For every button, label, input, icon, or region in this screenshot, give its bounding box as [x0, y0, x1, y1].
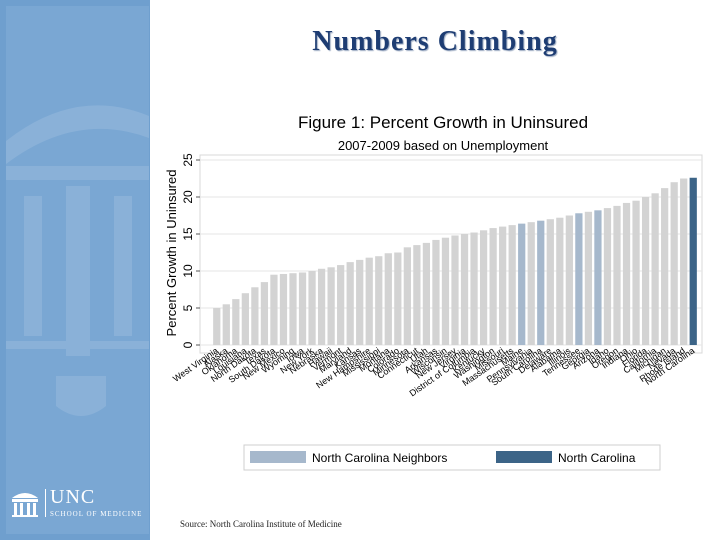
bar-maine [518, 223, 526, 345]
y-tick-label: 0 [181, 341, 195, 348]
bar-nebraska [317, 268, 326, 345]
bar-new-york [308, 271, 316, 345]
bar-new-mexico [279, 273, 288, 345]
old-well-logo-icon [12, 493, 38, 517]
bar-montana [384, 253, 392, 345]
legend-label-neighbors: North Carolina Neighbors [312, 451, 447, 465]
sidebar-background [6, 6, 149, 534]
sidebar-panel: UNC SCHOOL OF MEDICINE [0, 0, 150, 540]
y-tick-layer: 0 5 10 15 20 25 [181, 153, 200, 348]
bar-washington [489, 228, 497, 345]
bar-delaware [546, 219, 554, 345]
bar-oregon [613, 205, 621, 345]
logo-subtitle: SCHOOL OF MEDICINE [50, 510, 143, 518]
legend-swatch-north-carolina [496, 451, 552, 463]
bar-north-dakota [251, 287, 259, 345]
y-axis-label: Percent Growth in Uninsured [164, 170, 179, 337]
bar-chart: Figure 1: Percent Growth in Uninsured 20… [164, 113, 703, 471]
bar-virginia [460, 234, 469, 345]
y-tick-label: 5 [181, 304, 195, 311]
chart-title: Figure 1: Percent Growth in Uninsured [298, 113, 588, 132]
chart-container: Figure 1: Percent Growth in Uninsured 20… [160, 100, 708, 480]
legend: North Carolina Neighbors North Carolina [243, 444, 661, 471]
legend-label-north-carolina: North Carolina [558, 451, 636, 465]
source-note: Source: North Carolina Institute of Medi… [180, 519, 342, 529]
chart-subtitle: 2007-2009 based on Unemployment [338, 138, 549, 153]
bar-texas [260, 282, 269, 345]
bar-south-dakota [270, 274, 278, 345]
bar-colorado [394, 252, 402, 345]
bar-new-hampshire [365, 257, 373, 345]
bar-connecticut [413, 245, 421, 345]
bar-missouri [499, 226, 507, 345]
bar-wyoming [289, 273, 297, 345]
y-tick-label: 20 [181, 190, 195, 204]
old-well-watermark-icon [6, 105, 149, 416]
bar-west-virginia [213, 308, 221, 345]
logo-divider [45, 489, 46, 517]
bar-idaho [603, 208, 612, 345]
bar-minnesota [403, 247, 411, 345]
bar-ohio [632, 200, 640, 345]
bar-wisconsin [441, 237, 450, 345]
bar-iowa [298, 272, 307, 345]
y-tick-label: 25 [181, 153, 195, 167]
bar-rhode-island [680, 178, 688, 345]
bar-pennsylvania [527, 222, 535, 345]
bar-hawaii [327, 267, 335, 345]
bar-new-jersey [451, 235, 459, 345]
y-tick-label: 10 [181, 264, 195, 278]
bar-tennessee [575, 213, 583, 345]
bar-vermont [337, 265, 345, 345]
bar-maryland [346, 262, 354, 345]
bar-alaska [222, 304, 230, 345]
y-tick-label: 15 [181, 227, 195, 241]
bar-indiana [622, 202, 631, 345]
bar-oklahoma [232, 299, 240, 345]
bar-georgia [584, 211, 593, 345]
legend-swatch-neighbors [250, 451, 306, 463]
bar-layer [213, 177, 697, 345]
bar-florida [641, 197, 650, 345]
bar-kentucky [479, 230, 488, 345]
x-tick-label-layer: West VirginiaAlaskaOklahomaLouisianaNort… [171, 345, 696, 398]
bar-district-of-columbia [470, 232, 478, 345]
unc-logo: UNC SCHOOL OF MEDICINE [8, 486, 148, 522]
bar-nevada [670, 182, 678, 345]
legend-box [243, 444, 661, 471]
bar-alabama [556, 217, 564, 345]
bar-california [651, 193, 659, 345]
bar-illinois [565, 215, 573, 345]
slide-title: Numbers Climbing [312, 26, 558, 57]
bar-north-carolina [689, 177, 697, 345]
bar-utah [422, 242, 431, 345]
bar-michigan [661, 188, 669, 345]
bar-louisiana [241, 293, 249, 345]
logo-name: UNC [50, 486, 96, 508]
bar-mississippi [375, 256, 383, 345]
bar-massachusetts [508, 225, 516, 345]
bar-arizona [594, 210, 602, 345]
bar-arkansas [432, 239, 440, 345]
bar-kansas [356, 259, 364, 345]
bar-south-carolina [537, 220, 545, 345]
